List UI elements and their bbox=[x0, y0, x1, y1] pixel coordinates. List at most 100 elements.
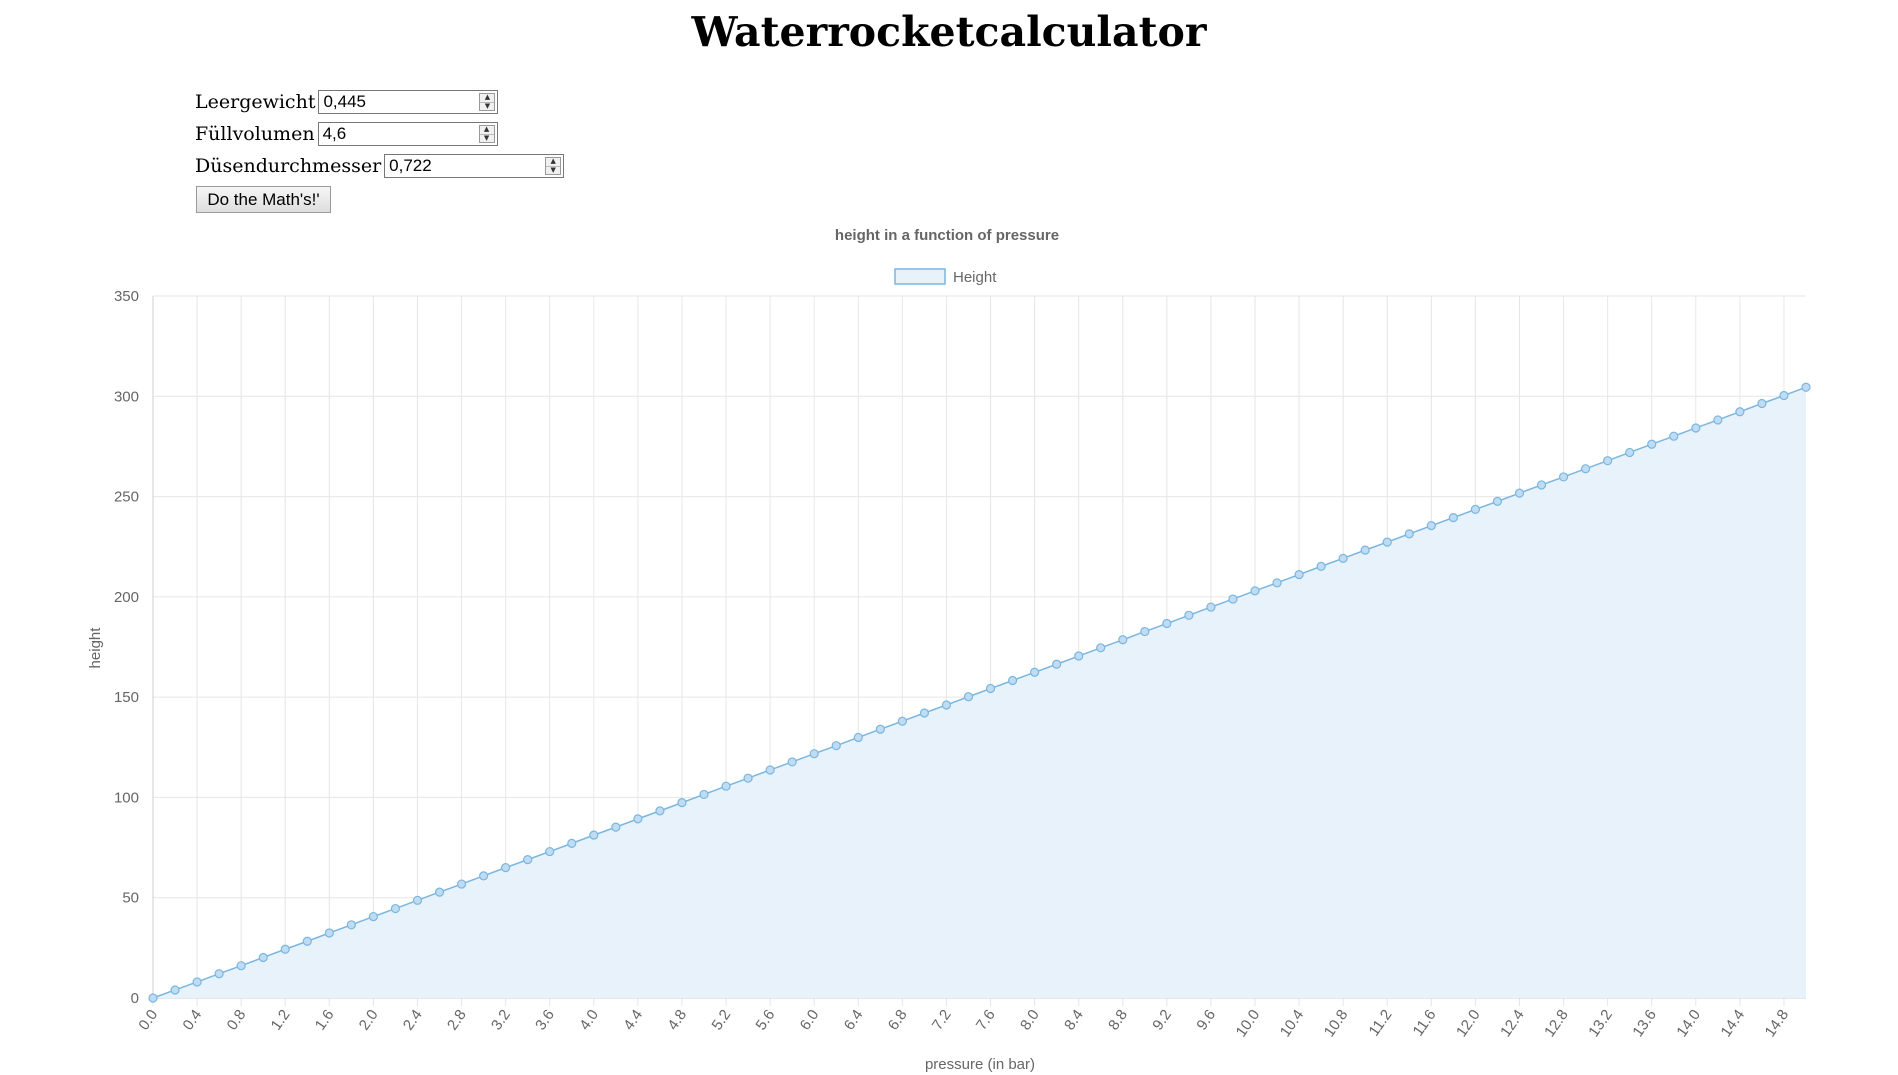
x-tick-label: 8.4 bbox=[1061, 1007, 1087, 1034]
data-point[interactable] bbox=[148, 993, 158, 1003]
data-point[interactable] bbox=[985, 683, 996, 694]
data-point[interactable] bbox=[1492, 496, 1503, 506]
data-point[interactable] bbox=[1228, 594, 1238, 604]
data-point[interactable] bbox=[875, 724, 885, 734]
data-point[interactable] bbox=[1250, 586, 1260, 596]
data-point[interactable] bbox=[677, 798, 687, 808]
data-point[interactable] bbox=[1294, 569, 1304, 580]
data-point[interactable] bbox=[1052, 659, 1062, 669]
spin-up-icon[interactable]: ▲ bbox=[479, 126, 494, 135]
data-point[interactable] bbox=[831, 741, 841, 751]
data-point[interactable] bbox=[214, 969, 224, 979]
data-point[interactable] bbox=[1536, 480, 1547, 490]
data-point[interactable] bbox=[611, 822, 621, 832]
fuellvolumen-spinner[interactable]: ▲ ▼ bbox=[478, 125, 495, 143]
data-point[interactable] bbox=[1603, 456, 1613, 466]
data-point[interactable] bbox=[302, 936, 312, 946]
spin-down-icon[interactable]: ▼ bbox=[483, 133, 490, 142]
data-point[interactable] bbox=[919, 708, 930, 718]
leergewicht-input[interactable] bbox=[319, 91, 498, 113]
legend[interactable]: Height bbox=[894, 268, 997, 286]
data-point[interactable] bbox=[1779, 390, 1789, 401]
calculate-button[interactable]: Do the Math's!' bbox=[196, 186, 331, 213]
data-point[interactable] bbox=[501, 863, 511, 873]
data-point[interactable] bbox=[236, 961, 246, 971]
data-point[interactable] bbox=[589, 830, 599, 840]
leergewicht-spinner[interactable]: ▲ ▼ bbox=[479, 93, 496, 111]
data-point[interactable] bbox=[170, 985, 180, 995]
data-point[interactable] bbox=[258, 952, 268, 963]
data-point[interactable] bbox=[1360, 545, 1370, 555]
data-point[interactable] bbox=[1801, 382, 1811, 392]
data-point[interactable] bbox=[1140, 626, 1150, 637]
data-point[interactable] bbox=[1691, 423, 1701, 433]
data-point[interactable] bbox=[655, 806, 665, 816]
spin-up-icon[interactable]: ▲ bbox=[480, 94, 495, 103]
x-tick-label: 2.4 bbox=[400, 1007, 426, 1034]
data-point[interactable] bbox=[545, 846, 555, 857]
data-point[interactable] bbox=[765, 765, 775, 775]
duesendurchmesser-input[interactable] bbox=[385, 155, 564, 177]
data-point[interactable] bbox=[853, 732, 863, 743]
x-tick-label: 1.6 bbox=[312, 1007, 338, 1034]
data-point[interactable] bbox=[1206, 602, 1216, 612]
duesendurchmesser-spinner[interactable]: ▲ ▼ bbox=[545, 157, 562, 175]
data-point[interactable] bbox=[1647, 439, 1657, 449]
data-point[interactable] bbox=[1669, 431, 1679, 441]
data-point[interactable] bbox=[479, 871, 489, 881]
data-point[interactable] bbox=[192, 977, 202, 987]
y-tick-label: 200 bbox=[114, 589, 139, 606]
data-point[interactable] bbox=[324, 928, 334, 938]
data-point[interactable] bbox=[346, 920, 356, 930]
data-point[interactable] bbox=[633, 814, 643, 824]
data-point[interactable] bbox=[1338, 553, 1348, 563]
data-point[interactable] bbox=[1096, 643, 1106, 653]
data-point[interactable] bbox=[1118, 635, 1128, 645]
data-point[interactable] bbox=[567, 838, 577, 848]
spin-down-icon[interactable]: ▼ bbox=[550, 165, 556, 174]
data-point[interactable] bbox=[1029, 667, 1040, 677]
data-point[interactable] bbox=[1162, 618, 1172, 629]
data-point[interactable] bbox=[1426, 521, 1436, 531]
data-point[interactable] bbox=[1470, 504, 1481, 515]
data-point[interactable] bbox=[787, 757, 797, 767]
data-point[interactable] bbox=[1514, 488, 1525, 498]
data-point[interactable] bbox=[809, 749, 819, 759]
data-point[interactable] bbox=[1382, 537, 1392, 547]
data-point[interactable] bbox=[1625, 447, 1635, 458]
spin-down-icon[interactable]: ▼ bbox=[484, 101, 491, 110]
data-point[interactable] bbox=[390, 903, 401, 914]
data-point[interactable] bbox=[368, 911, 378, 922]
x-tick-label: 2.8 bbox=[444, 1007, 470, 1034]
data-point[interactable] bbox=[1757, 398, 1767, 409]
data-point[interactable] bbox=[280, 944, 290, 954]
data-point[interactable] bbox=[941, 700, 952, 710]
data-point[interactable] bbox=[1316, 561, 1326, 571]
height-series-line bbox=[152, 386, 1807, 999]
fuellvolumen-label: Füllvolumen bbox=[195, 123, 315, 145]
spin-up-icon[interactable]: ▲ bbox=[546, 158, 561, 167]
data-point[interactable] bbox=[1713, 415, 1723, 425]
duesendurchmesser-field-box: ▲▼ bbox=[384, 154, 565, 178]
data-point[interactable] bbox=[456, 879, 467, 889]
data-point[interactable] bbox=[1580, 464, 1591, 474]
data-point[interactable] bbox=[434, 887, 445, 897]
data-point[interactable] bbox=[1074, 651, 1084, 661]
data-point[interactable] bbox=[1007, 675, 1018, 686]
data-point[interactable] bbox=[963, 692, 974, 702]
legend-swatch bbox=[894, 268, 946, 285]
data-point[interactable] bbox=[1184, 610, 1194, 620]
data-point[interactable] bbox=[1558, 472, 1569, 482]
data-point[interactable] bbox=[699, 789, 709, 800]
data-point[interactable] bbox=[1735, 407, 1745, 417]
x-tick-label: 14.4 bbox=[1717, 1007, 1748, 1041]
data-point[interactable] bbox=[721, 781, 731, 791]
data-point[interactable] bbox=[743, 773, 753, 783]
data-point[interactable] bbox=[523, 855, 533, 865]
fuellvolumen-input[interactable] bbox=[318, 123, 497, 145]
data-point[interactable] bbox=[1448, 513, 1458, 523]
data-point[interactable] bbox=[412, 895, 423, 905]
data-point[interactable] bbox=[897, 716, 907, 726]
data-point[interactable] bbox=[1404, 529, 1414, 539]
data-point[interactable] bbox=[1272, 578, 1282, 588]
